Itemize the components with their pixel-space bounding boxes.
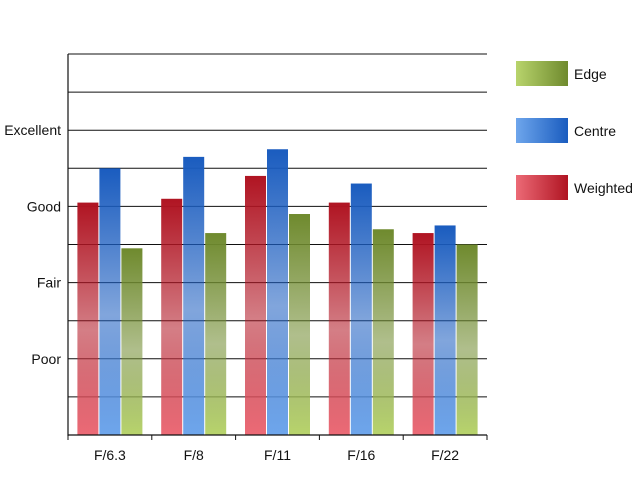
y-tick-label: Poor	[31, 351, 61, 367]
legend-label-edge: Edge	[574, 66, 607, 82]
bar-weighted-0	[77, 202, 99, 435]
legend: Edge Centre Weighted	[516, 61, 633, 200]
axes: F/6.3 F/8 F/11 F/16 F/22 Poor Fair Good Excellen…	[4, 54, 488, 463]
legend-swatch-edge	[516, 61, 568, 86]
bar-edge-4	[456, 244, 478, 435]
bar-centre-1	[183, 156, 205, 435]
bar-centre-3	[350, 183, 372, 435]
bar-centre-4	[434, 225, 456, 435]
bar-weighted-4	[412, 233, 434, 435]
x-tick-label: F/16	[347, 447, 375, 463]
bar-centre-0	[99, 168, 121, 436]
legend-label-weighted: Weighted	[574, 180, 633, 196]
x-tick-label: F/6.3	[94, 447, 126, 463]
y-tick-label: Excellent	[4, 122, 61, 138]
bar-edge-3	[372, 229, 394, 435]
bar-edge-0	[121, 248, 143, 435]
legend-label-centre: Centre	[574, 123, 616, 139]
x-tick-label: F/22	[431, 447, 459, 463]
legend-swatch-weighted	[516, 175, 568, 200]
bar-weighted-1	[161, 198, 183, 435]
x-tick-label: F/11	[264, 447, 291, 463]
bar-edge-1	[205, 233, 227, 435]
x-tick-label: F/8	[184, 447, 204, 463]
bars	[77, 149, 478, 436]
bar-edge-2	[289, 214, 310, 435]
bar-weighted-3	[328, 202, 350, 435]
bar-centre-2	[267, 149, 288, 435]
y-tick-label: Fair	[37, 275, 61, 291]
bar-weighted-2	[245, 175, 266, 436]
y-tick-label: Good	[27, 198, 61, 214]
legend-swatch-centre	[516, 118, 568, 143]
